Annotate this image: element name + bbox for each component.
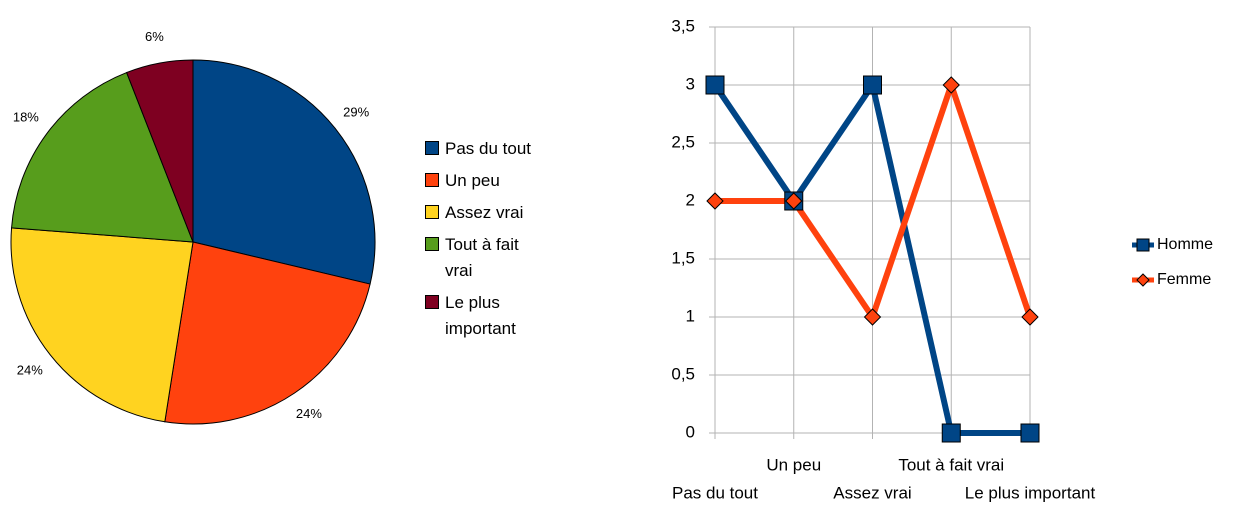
legend-label: Femme [1157,271,1211,288]
legend-swatch [425,173,439,187]
x-tick-label: Un peu [766,455,821,474]
pie-slice [10,227,194,423]
y-tick-label: 0 [686,422,695,441]
data-label: 18% [13,110,39,125]
data-point [705,75,725,95]
data-label: 24% [17,362,43,377]
y-tick-label: 3,5 [671,16,695,35]
legend-item: Un peu [425,168,550,194]
y-tick-label: 2,5 [671,132,695,151]
pie-slice [125,59,194,243]
data-label: 29% [343,104,369,119]
legend-swatch [425,295,439,309]
legend-label: Assez vrai [445,203,524,222]
pie-slice [164,241,371,425]
pie-slice [192,59,376,285]
legend-label: Homme [1157,236,1213,253]
data-point [1020,423,1040,443]
legend-swatch [425,205,439,219]
legend-item: Pas du tout [425,136,550,162]
data-label: 6% [145,29,164,44]
x-tick-label: Assez vrai [833,483,911,502]
data-point [785,192,803,210]
legend-marker [1136,238,1150,252]
legend-swatch [425,141,439,155]
data-point [942,76,960,94]
y-tick-label: 1 [686,306,695,325]
data-point [863,308,882,326]
data-label: 24% [296,406,322,421]
legend-marker [1136,273,1150,287]
y-tick-label: 3 [686,74,695,93]
x-tick-label: Tout à fait vrai [898,455,1004,474]
x-tick-label: Le plus important [965,483,1096,502]
data-point [1021,308,1039,326]
legend-item: Tout à fait vrai [425,232,550,284]
legend-swatch [425,237,439,251]
x-tick-label: Pas du tout [672,483,758,502]
legend-label: Tout à fait vrai [445,235,519,280]
data-point [863,75,882,95]
legend-item: Assez vrai [425,200,550,226]
legend-label: Le plus important [445,293,516,338]
legend-label: Un peu [445,171,500,190]
y-tick-label: 1,5 [671,248,695,267]
data-point [706,192,724,210]
y-tick-label: 0,5 [671,364,695,383]
legend-item: Le plus important [425,290,550,342]
y-tick-label: 2 [686,190,695,209]
legend-label: Pas du tout [445,139,532,158]
data-point [941,423,961,443]
pie-slice [11,71,194,243]
